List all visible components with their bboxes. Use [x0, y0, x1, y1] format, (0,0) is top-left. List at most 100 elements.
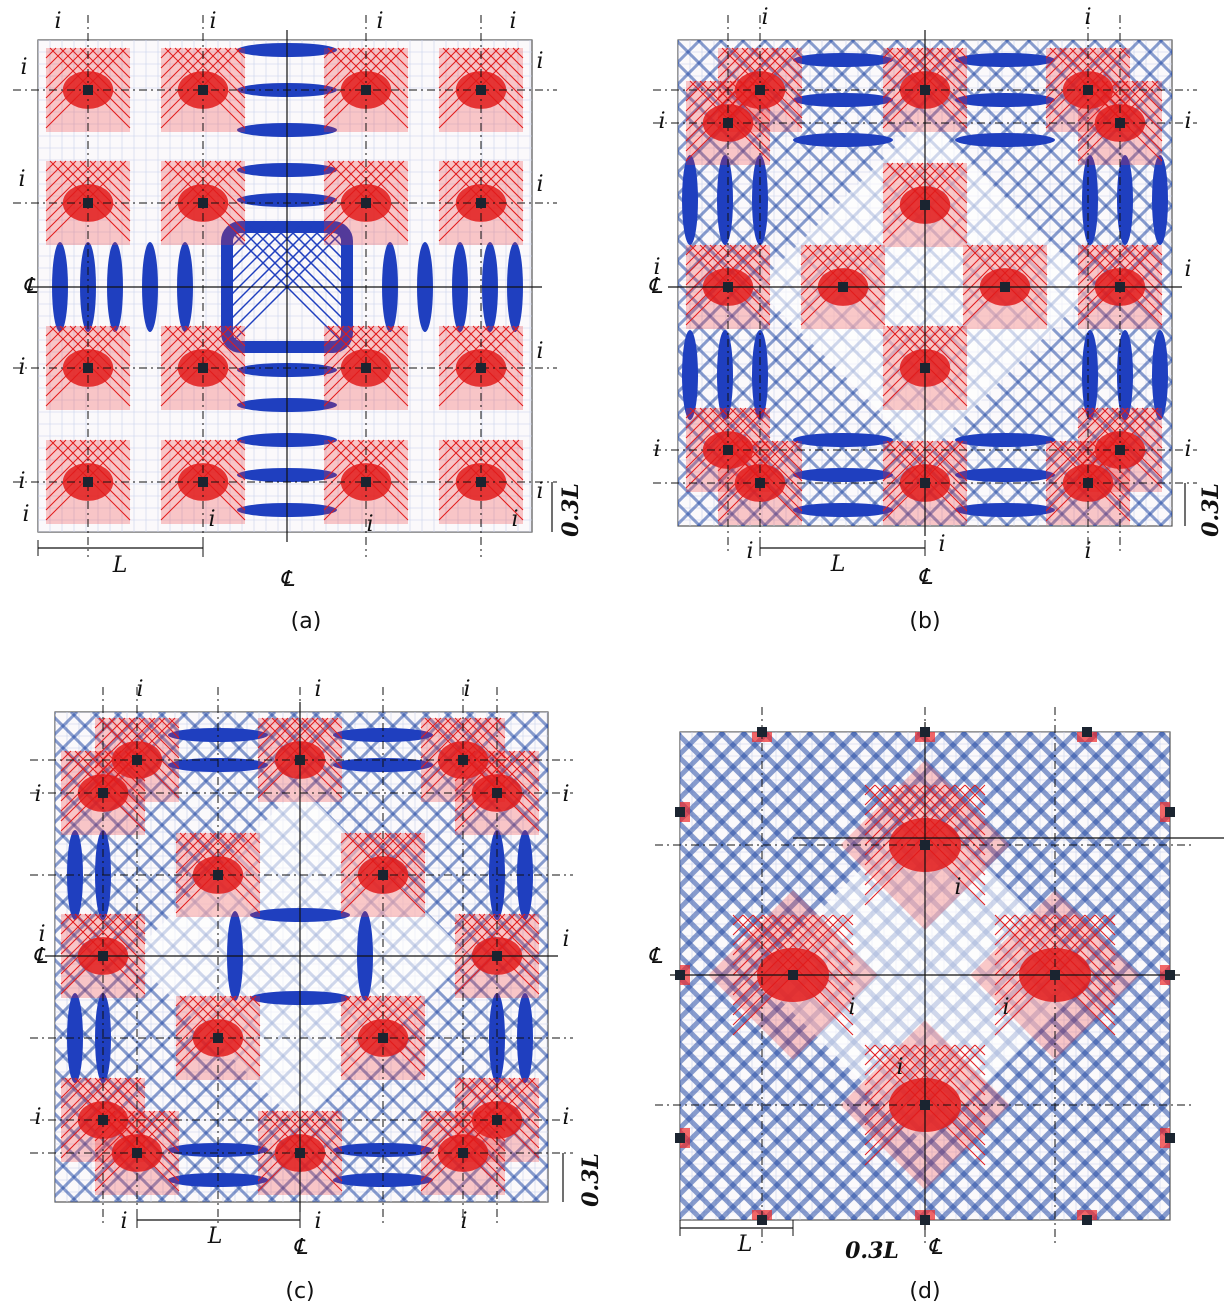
- i-label: i: [511, 507, 518, 532]
- support-node: [361, 363, 371, 373]
- blue-bar: [793, 53, 893, 67]
- length-label: L: [112, 553, 128, 578]
- support-node: [361, 477, 371, 487]
- support-node: [492, 788, 502, 798]
- support-node: [723, 282, 733, 292]
- blue-bar: [682, 155, 698, 245]
- support-node: [476, 363, 486, 373]
- blue-bar: [793, 468, 893, 482]
- support-node: [788, 970, 798, 980]
- blue-bar: [793, 503, 893, 517]
- i-label: i: [653, 437, 660, 462]
- support-node: [920, 85, 930, 95]
- support-node: [492, 951, 502, 961]
- i-label: i: [209, 9, 216, 34]
- i-label: i: [1084, 5, 1091, 30]
- i-label: i: [314, 1209, 321, 1234]
- blue-bar: [793, 433, 893, 447]
- support-node: [755, 85, 765, 95]
- blue-bar: [955, 53, 1055, 67]
- support-node: [213, 870, 223, 880]
- centerline-label: ℄: [23, 274, 38, 299]
- i-label: i: [562, 782, 569, 807]
- support-node: [361, 85, 371, 95]
- support-node: [83, 198, 93, 208]
- support-node: [920, 478, 930, 488]
- support-node: [1083, 478, 1093, 488]
- i-label: i: [746, 539, 753, 564]
- i-label: i: [20, 55, 27, 80]
- diag-bar: [1204, 40, 1224, 526]
- i-label: i: [848, 995, 855, 1020]
- i-label: i: [1184, 437, 1191, 462]
- support-node: [757, 1215, 767, 1225]
- offset-label: 0.3L: [1198, 483, 1224, 537]
- i-label: i: [1002, 995, 1009, 1020]
- support-node: [838, 282, 848, 292]
- i-label: i: [954, 875, 961, 900]
- support-node: [198, 85, 208, 95]
- support-node: [675, 970, 685, 980]
- support-node: [920, 840, 930, 850]
- i-label: i: [761, 5, 768, 30]
- support-node: [920, 727, 930, 737]
- support-node: [1165, 1133, 1175, 1143]
- centerline-label: ℄: [293, 1235, 308, 1260]
- i-label: i: [536, 339, 543, 364]
- blue-bar: [717, 330, 733, 420]
- i-label: i: [208, 507, 215, 532]
- support-node: [458, 755, 468, 765]
- support-node: [675, 807, 685, 817]
- diag-bar: [1204, 732, 1224, 1220]
- blue-bar: [717, 155, 733, 245]
- blue-bar: [955, 133, 1055, 147]
- diag-bar: [1182, 732, 1224, 1220]
- i-label: i: [136, 677, 143, 702]
- i-label: i: [562, 927, 569, 952]
- length-label: L: [207, 1224, 223, 1249]
- offset-label: 0.3L: [578, 1153, 604, 1207]
- i-label: i: [1184, 257, 1191, 282]
- support-node: [920, 363, 930, 373]
- support-node: [1165, 970, 1175, 980]
- i-label: i: [366, 512, 373, 537]
- support-node: [198, 198, 208, 208]
- support-node: [295, 755, 305, 765]
- i-label: i: [536, 172, 543, 197]
- panel-caption: (c): [285, 1279, 314, 1304]
- support-node: [1083, 85, 1093, 95]
- i-label: i: [18, 167, 25, 192]
- panel: iiiiiiiiiiiiiiiiL0.3L℄℄(a): [13, 9, 584, 634]
- i-label: i: [536, 479, 543, 504]
- support-node: [492, 1115, 502, 1125]
- i-label: i: [463, 677, 470, 702]
- centerline-label: ℄: [928, 1235, 943, 1260]
- support-node: [98, 1115, 108, 1125]
- length-label: L: [737, 1232, 753, 1257]
- support-node: [1115, 282, 1125, 292]
- support-node: [83, 363, 93, 373]
- support-node: [1000, 282, 1010, 292]
- diag-bar: [1204, 40, 1224, 526]
- support-node: [920, 1215, 930, 1225]
- i-label: i: [120, 1209, 127, 1234]
- centerline-label: ℄: [918, 565, 933, 590]
- support-node: [1165, 807, 1175, 817]
- support-node: [476, 477, 486, 487]
- i-label: i: [314, 677, 321, 702]
- support-node: [1115, 445, 1125, 455]
- i-label: i: [18, 355, 25, 380]
- support-node: [458, 1148, 468, 1158]
- i-label: i: [1084, 539, 1091, 564]
- support-node: [476, 198, 486, 208]
- blue-bar: [955, 503, 1055, 517]
- offset-label: 0.3L: [558, 483, 584, 537]
- i-label: i: [376, 9, 383, 34]
- centerline-label: ℄: [33, 944, 48, 969]
- i-label: i: [54, 9, 61, 34]
- support-node: [198, 363, 208, 373]
- blue-bar: [793, 93, 893, 107]
- support-node: [378, 1033, 388, 1043]
- i-label: i: [34, 1105, 41, 1130]
- support-node: [1082, 1215, 1092, 1225]
